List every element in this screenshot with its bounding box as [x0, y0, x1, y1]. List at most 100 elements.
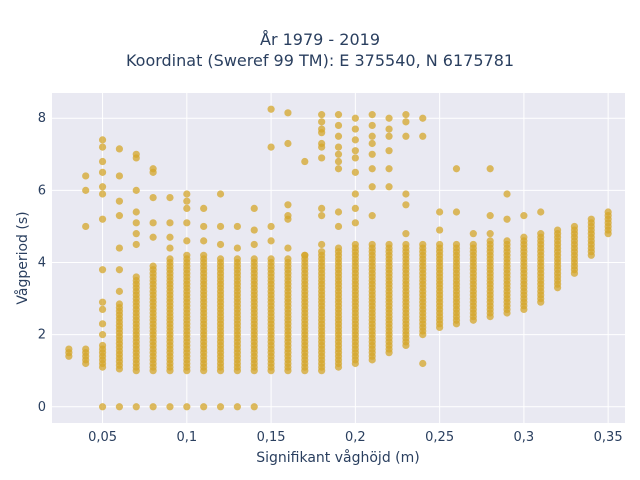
- chart-title-line-2: Koordinat (Sweref 99 TM): E 375540, N 61…: [125, 51, 515, 70]
- data-point: [385, 132, 393, 140]
- data-point: [318, 143, 326, 151]
- data-point: [351, 114, 359, 122]
- data-point: [149, 233, 157, 241]
- data-point: [183, 204, 191, 213]
- data-point: [183, 197, 191, 205]
- data-point: [98, 266, 107, 274]
- data-point: [200, 222, 208, 231]
- data-point: [503, 190, 511, 198]
- data-point: [351, 168, 359, 176]
- data-point: [486, 237, 494, 245]
- data-point: [318, 240, 326, 249]
- data-point: [318, 111, 326, 119]
- y-tick-label: 4: [38, 256, 46, 271]
- data-point: [166, 233, 174, 241]
- data-point: [267, 255, 275, 263]
- data-point: [318, 204, 326, 213]
- data-point: [318, 154, 326, 162]
- data-point: [385, 183, 393, 191]
- data-point: [368, 165, 376, 173]
- data-point: [216, 403, 225, 411]
- data-point: [115, 212, 124, 220]
- data-point: [385, 125, 393, 133]
- data-point: [452, 240, 461, 249]
- data-point: [250, 403, 258, 411]
- data-point: [351, 154, 359, 162]
- data-point: [166, 219, 174, 227]
- data-point: [334, 244, 343, 252]
- data-point: [368, 132, 376, 140]
- data-point: [82, 186, 90, 194]
- data-point: [149, 403, 157, 411]
- data-point: [436, 226, 444, 234]
- data-point: [351, 125, 359, 133]
- x-tick-label: 0,1: [176, 430, 197, 445]
- data-point: [98, 320, 107, 328]
- data-point: [469, 240, 477, 249]
- data-point: [351, 204, 359, 213]
- data-point: [98, 190, 107, 198]
- data-point: [385, 165, 393, 173]
- data-point: [149, 193, 157, 202]
- data-point: [385, 114, 393, 122]
- data-point: [132, 154, 140, 162]
- data-point: [98, 305, 107, 313]
- data-point: [520, 212, 528, 220]
- data-point: [334, 132, 343, 140]
- data-point: [385, 240, 393, 249]
- data-point: [115, 300, 124, 308]
- data-point: [183, 190, 191, 198]
- data-point: [115, 403, 124, 411]
- data-point: [98, 298, 107, 306]
- data-point: [537, 230, 545, 238]
- data-point: [368, 139, 376, 148]
- data-point: [267, 237, 275, 245]
- data-point: [402, 240, 410, 249]
- data-point: [318, 248, 326, 256]
- data-point: [200, 237, 208, 245]
- data-point: [200, 251, 208, 259]
- y-tick-label: 2: [38, 328, 46, 343]
- data-point: [334, 143, 343, 151]
- data-point: [65, 345, 73, 353]
- data-point: [166, 403, 174, 411]
- data-point: [402, 132, 410, 140]
- data-point: [486, 230, 494, 238]
- data-point: [98, 136, 107, 144]
- data-point: [267, 105, 275, 113]
- data-point: [115, 145, 124, 153]
- data-point: [166, 193, 174, 202]
- data-point: [149, 219, 157, 227]
- chart-title-line-1: År 1979 - 2019: [260, 30, 380, 49]
- data-point: [233, 244, 241, 252]
- data-point: [402, 201, 410, 209]
- data-point: [351, 147, 359, 155]
- data-point: [318, 129, 326, 137]
- x-tick-label: 0,05: [88, 430, 117, 445]
- data-point: [334, 111, 343, 119]
- data-point: [216, 222, 225, 231]
- grid-lines: [52, 93, 625, 423]
- data-point: [132, 186, 140, 194]
- data-point: [368, 150, 376, 158]
- data-point: [98, 403, 107, 411]
- data-point: [98, 168, 107, 176]
- data-point: [284, 244, 292, 252]
- data-point: [98, 157, 107, 166]
- data-point: [419, 359, 427, 368]
- data-point: [115, 244, 124, 252]
- data-point: [452, 165, 461, 173]
- data-point: [149, 262, 157, 270]
- data-point: [98, 215, 107, 223]
- data-point: [132, 230, 140, 238]
- x-tick-label: 0,2: [345, 430, 366, 445]
- data-point: [553, 226, 562, 234]
- data-point: [115, 172, 124, 180]
- data-point: [82, 172, 90, 180]
- y-tick-label: 6: [38, 183, 46, 198]
- data-point: [469, 230, 477, 238]
- data-points: [65, 105, 612, 411]
- data-point: [267, 143, 275, 151]
- data-point: [570, 222, 579, 231]
- data-point: [587, 215, 595, 223]
